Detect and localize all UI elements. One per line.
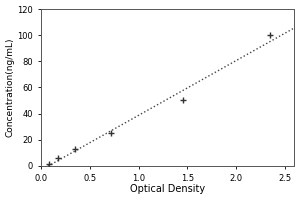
X-axis label: Optical Density: Optical Density xyxy=(130,184,206,194)
Y-axis label: Concentration(ng/mL): Concentration(ng/mL) xyxy=(6,38,15,137)
